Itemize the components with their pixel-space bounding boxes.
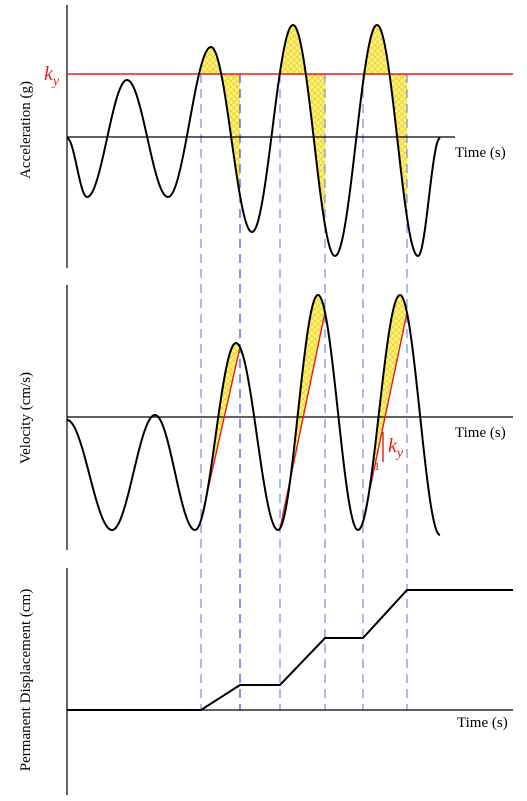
y-axis-label: Permanent Displacement (cm) bbox=[18, 589, 34, 771]
slope-run-label: 1 bbox=[374, 459, 380, 473]
yellow-area bbox=[201, 47, 240, 196]
curves bbox=[66, 23, 441, 536]
x-axis-label: Time (s) bbox=[455, 145, 506, 161]
yellow-area bbox=[363, 25, 407, 218]
yellow-area bbox=[280, 295, 325, 529]
velocity-curve bbox=[66, 293, 441, 536]
yellow-areas bbox=[201, 25, 407, 529]
displacement-curve bbox=[67, 589, 513, 711]
guide-lines bbox=[200, 74, 408, 710]
slope-line bbox=[279, 312, 326, 529]
slope-label: ky bbox=[388, 435, 404, 461]
x-axis-label: Time (s) bbox=[457, 715, 508, 731]
yellow-area bbox=[363, 295, 407, 522]
yellow-area bbox=[280, 25, 325, 226]
x-axis-label: Time (s) bbox=[455, 425, 506, 441]
y-axis-label: Velocity (cm/s) bbox=[18, 372, 34, 464]
threshold-label: ky bbox=[44, 63, 60, 89]
acceleration-curve bbox=[66, 23, 441, 258]
y-axis-label: Acceleration (g) bbox=[18, 81, 34, 179]
